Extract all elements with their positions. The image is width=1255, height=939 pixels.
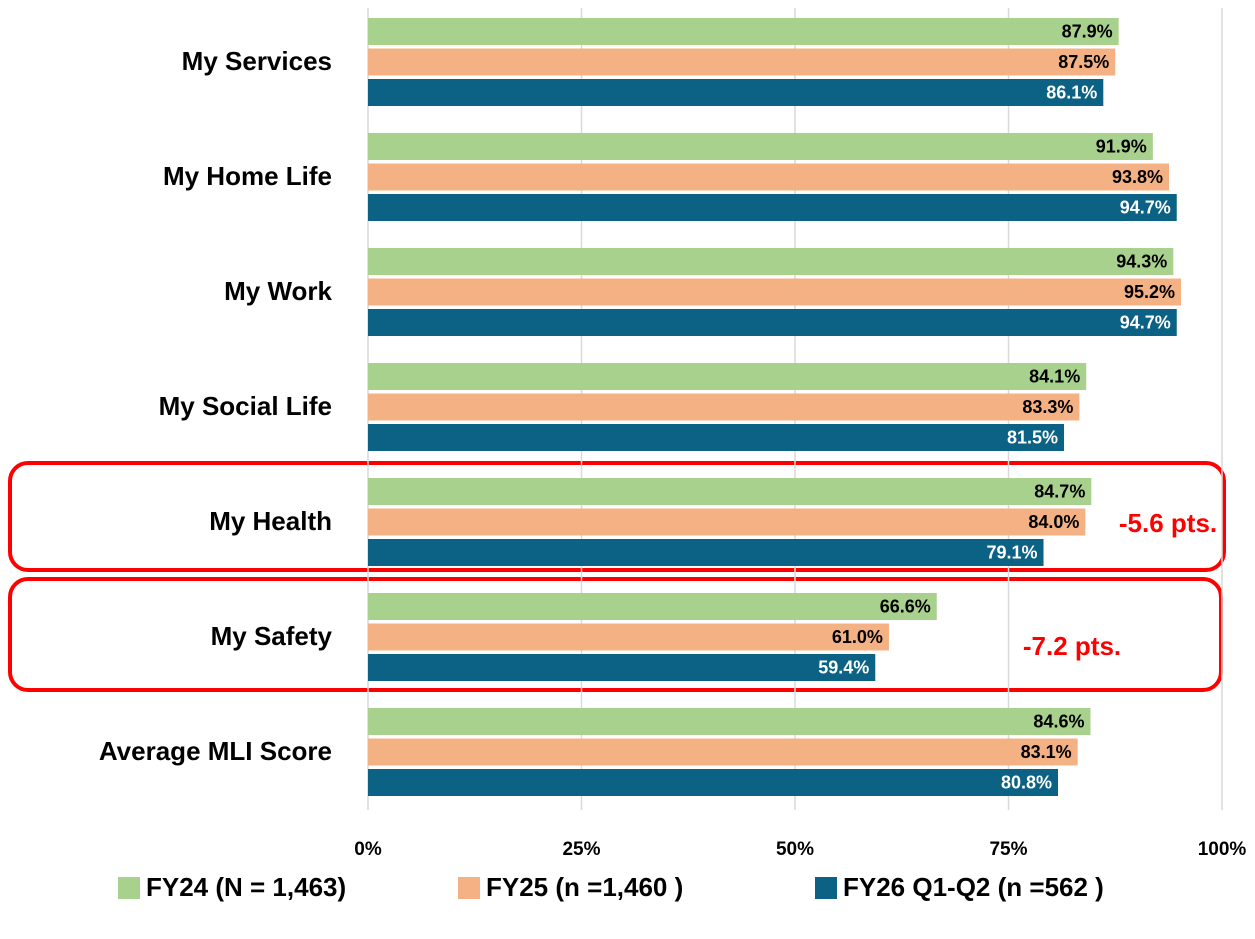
annotation: -7.2 pts. (1023, 631, 1121, 661)
value-label: 93.8% (1112, 167, 1163, 187)
x-tick-label: 25% (562, 839, 600, 860)
legend-label: FY24 (N = 1,463) (146, 872, 346, 902)
bar (368, 424, 1065, 451)
value-label: 87.9% (1062, 21, 1113, 41)
bar (368, 393, 1080, 421)
legend-swatch (815, 877, 837, 899)
value-label: 83.3% (1022, 397, 1073, 417)
value-label: 94.3% (1116, 251, 1167, 271)
bar (368, 278, 1182, 306)
value-label: 80.8% (1001, 772, 1052, 792)
value-label: 79.1% (986, 542, 1037, 562)
category-label: My Safety (211, 621, 333, 651)
annotation: -5.6 pts. (1119, 508, 1217, 538)
bar (368, 478, 1092, 505)
category-label: My Home Life (163, 161, 332, 191)
value-label: 66.6% (880, 596, 931, 616)
bar (368, 48, 1116, 76)
bar (368, 363, 1087, 390)
x-tick-label: 0% (354, 839, 382, 860)
bar (368, 708, 1091, 735)
bar (368, 309, 1177, 336)
value-label: 91.9% (1096, 136, 1147, 156)
bar (368, 593, 937, 620)
category-label: Average MLI Score (99, 736, 332, 766)
value-label: 84.1% (1029, 366, 1080, 386)
legend-swatch (118, 877, 140, 899)
category-label: My Services (182, 46, 332, 76)
bar (368, 623, 889, 651)
value-label: 86.1% (1046, 82, 1097, 102)
x-tick-label: 75% (989, 839, 1027, 860)
value-label: 94.7% (1120, 312, 1171, 332)
legend-label: FY26 Q1-Q2 (n =562 ) (843, 872, 1104, 902)
value-label: 61.0% (832, 627, 883, 647)
category-label: My Work (224, 276, 332, 306)
bar (368, 133, 1153, 160)
bar (368, 769, 1059, 796)
bar (368, 738, 1078, 766)
x-tick-label: 100% (1198, 839, 1247, 860)
highlight-box (8, 461, 1226, 572)
bar (368, 654, 876, 681)
bar (368, 248, 1174, 275)
value-label: 95.2% (1124, 282, 1175, 302)
bar (368, 194, 1177, 221)
bar (368, 79, 1104, 106)
value-label: 81.5% (1007, 427, 1058, 447)
bar (368, 163, 1170, 191)
bar (368, 508, 1086, 536)
x-tick-label: 50% (776, 839, 814, 860)
legend-label: FY25 (n =1,460 ) (486, 872, 683, 902)
legend-swatch (458, 877, 480, 899)
value-label: 84.6% (1033, 711, 1084, 731)
bar (368, 539, 1044, 566)
value-label: 94.7% (1120, 197, 1171, 217)
value-label: 84.0% (1028, 512, 1079, 532)
highlight-box (8, 577, 1223, 692)
bar (368, 18, 1119, 45)
value-label: 87.5% (1058, 52, 1109, 72)
value-label: 84.7% (1034, 481, 1085, 501)
value-label: 59.4% (818, 657, 869, 677)
value-label: 83.1% (1021, 742, 1072, 762)
category-label: My Health (209, 506, 332, 536)
category-label: My Social Life (159, 391, 332, 421)
